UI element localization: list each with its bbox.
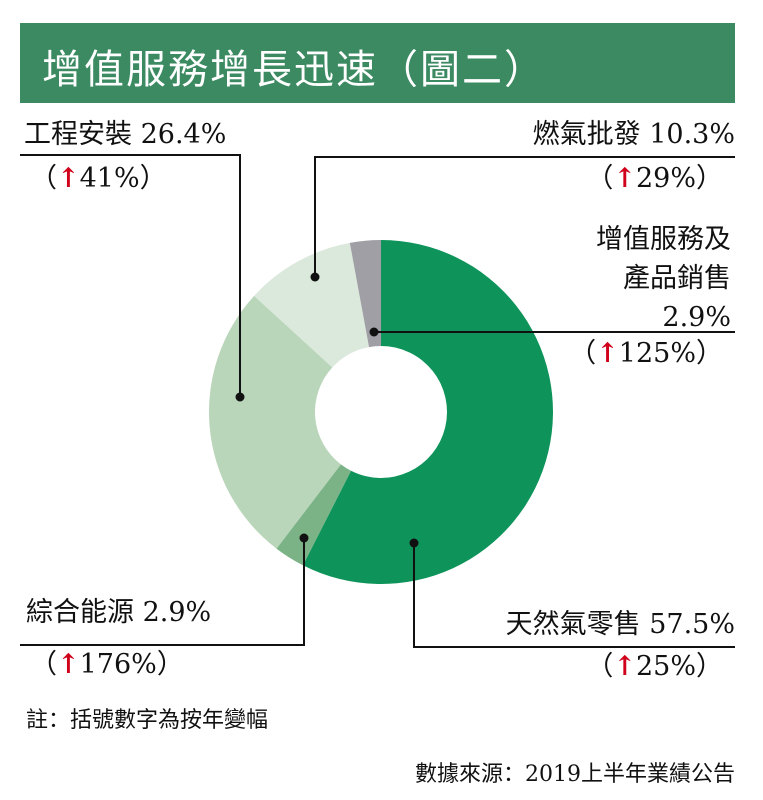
slice-value-added: [349, 240, 381, 348]
slice-label: 燃氣批發: [532, 119, 641, 150]
slice-value: 10.3%: [649, 119, 735, 150]
footnote: 註：括號數字為按年變幅: [26, 708, 269, 733]
label-value-added: 增值服務及 產品銷售 2.9%: [596, 220, 731, 337]
leader-engineering: [20, 154, 241, 397]
change-integrated-energy: （↑176%）: [30, 649, 184, 680]
leader-integrated-energy-dot: [299, 533, 309, 543]
label-integrated-energy: 綜合能源 2.9%: [26, 596, 211, 630]
slice-engineering: [209, 295, 341, 549]
leader-wholesale-dot: [310, 272, 320, 282]
label-gas-retail: 天然氣零售 57.5%: [506, 608, 735, 642]
slice-value: 26.4%: [140, 119, 227, 150]
leader-gas-retail-dot: [409, 538, 419, 548]
up-arrow-icon: ↑: [613, 651, 636, 682]
up-arrow-icon: ↑: [57, 163, 80, 194]
slice-wholesale: [254, 242, 370, 368]
title-banner: 增值服務增長迅速（圖二）: [20, 23, 735, 103]
change-wholesale: （↑29%）: [586, 163, 723, 194]
change-gas-retail: （↑25%）: [586, 651, 723, 682]
slice-value: 2.9%: [142, 597, 212, 628]
slice-label: 天然氣零售: [505, 609, 641, 640]
slice-label: 綜合能源: [26, 597, 134, 628]
slice-label: 工程安裝: [24, 119, 132, 150]
label-engineering: 工程安裝 26.4%: [24, 118, 226, 152]
slice-value: 57.5%: [649, 609, 735, 640]
chart-title: 增值服務增長迅速（圖二）: [42, 47, 546, 93]
leader-gas-retail: [413, 543, 735, 648]
label-wholesale: 燃氣批發 10.3%: [533, 118, 735, 152]
up-arrow-icon: ↑: [613, 163, 636, 194]
leader-value-added-dot: [369, 327, 379, 337]
leader-wholesale: [314, 156, 735, 277]
slice-integrated-energy: [276, 464, 352, 566]
change-value-added: （↑125%）: [569, 338, 723, 369]
leader-engineering-dot: [235, 392, 245, 402]
up-arrow-icon: ↑: [57, 649, 80, 680]
change-engineering: （↑41%）: [30, 163, 167, 194]
up-arrow-icon: ↑: [596, 338, 619, 369]
leader-integrated-energy: [20, 538, 305, 646]
slice-value: 2.9%: [662, 302, 731, 333]
source-note: 數據來源：2019上半年業績公告: [415, 762, 735, 787]
slice-gas-retail: [302, 240, 553, 584]
